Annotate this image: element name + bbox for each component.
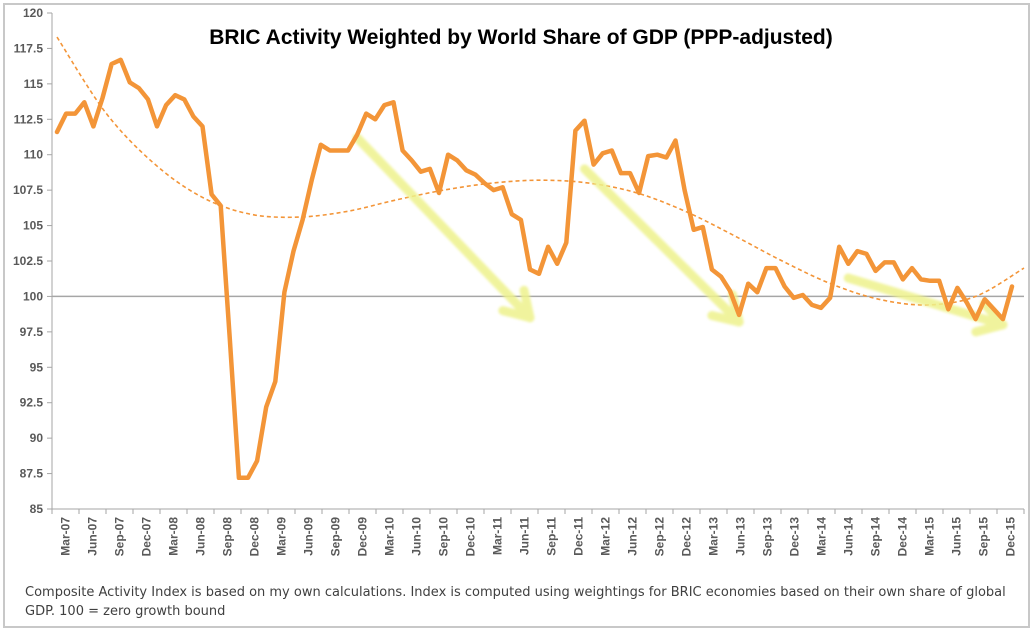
x-tick-label: Jun-09	[302, 517, 316, 556]
y-tick-label: 102.5	[13, 254, 43, 268]
y-tick-label: 92.5	[20, 396, 44, 410]
x-tick-label: Mar-12	[599, 517, 613, 556]
trend-arrow	[580, 164, 744, 327]
x-tick-label: Jun-07	[86, 517, 100, 556]
x-tick-label: Sep-13	[761, 517, 775, 557]
x-tick-label: Sep-12	[653, 517, 667, 557]
y-tick-label: 112.5	[14, 112, 44, 126]
x-tick-label: Dec-14	[896, 517, 910, 557]
x-tick-label: Sep-08	[221, 517, 235, 557]
arrow-head	[519, 285, 535, 323]
x-tick-label: Sep-11	[545, 517, 559, 556]
index-line	[54, 57, 1015, 481]
y-tick-label: 95	[30, 360, 44, 374]
x-tick-label: Dec-15	[1004, 517, 1018, 557]
x-tick-label: Dec-12	[680, 517, 694, 557]
x-tick-label: Dec-10	[464, 517, 478, 557]
x-tick-label: Sep-07	[113, 517, 127, 557]
x-tick-label: Mar-14	[815, 517, 829, 556]
x-tick-label: Sep-10	[437, 517, 451, 557]
y-tick-label: 100	[23, 289, 43, 303]
y-tick-label: 107.5	[13, 183, 43, 197]
y-tick-label: 97.5	[20, 325, 44, 339]
y-tick-label: 115	[24, 77, 44, 91]
x-tick-label: Dec-09	[356, 517, 370, 557]
x-tick-label: Mar-11	[491, 517, 505, 555]
x-tick-label: Sep-14	[869, 517, 883, 557]
x-tick-label: Dec-13	[788, 517, 802, 557]
trend-line	[56, 36, 1025, 306]
x-tick-label: Mar-09	[275, 517, 289, 556]
y-tick-label: 110	[24, 148, 44, 162]
arrow-head	[979, 299, 1008, 330]
y-tick-label: 90	[30, 431, 44, 445]
x-tick-label: Jun-15	[950, 517, 964, 556]
y-tick-label: 85	[30, 502, 44, 516]
y-tick-label: 105	[23, 219, 43, 233]
arrow-shaft	[352, 133, 535, 323]
x-tick-label: Dec-08	[248, 517, 262, 557]
arrow-shaft	[580, 164, 744, 327]
x-tick-label: Sep-15	[977, 517, 991, 557]
x-tick-label: Mar-08	[167, 517, 181, 556]
x-tick-label: Mar-15	[923, 517, 937, 556]
x-tick-label: Jun-13	[734, 517, 748, 556]
y-tick-label: 117.5	[14, 41, 44, 55]
x-tick-label: Mar-10	[383, 517, 397, 556]
x-tick-label: Mar-13	[707, 517, 721, 556]
chart-caption: Composite Activity Index is based on my …	[25, 585, 1006, 619]
x-tick-label: Sep-09	[329, 517, 343, 557]
x-tick-label: Jun-12	[626, 517, 640, 556]
chart-title: BRIC Activity Weighted by World Share of…	[209, 26, 832, 49]
trend-arrow	[352, 133, 535, 323]
x-tick-label: Jun-08	[194, 517, 208, 556]
y-tick-label: 120	[23, 6, 43, 20]
x-tick-label: Mar-07	[59, 517, 73, 556]
x-tick-label: Jun-10	[410, 517, 424, 556]
x-tick-label: Dec-07	[140, 517, 154, 557]
arrow-shaft	[843, 273, 1008, 330]
y-tick-label: 87.5	[20, 467, 44, 481]
x-tick-label: Jun-14	[842, 517, 856, 556]
x-tick-label: Dec-11	[572, 517, 586, 556]
x-tick-label: Jun-11	[518, 517, 532, 555]
